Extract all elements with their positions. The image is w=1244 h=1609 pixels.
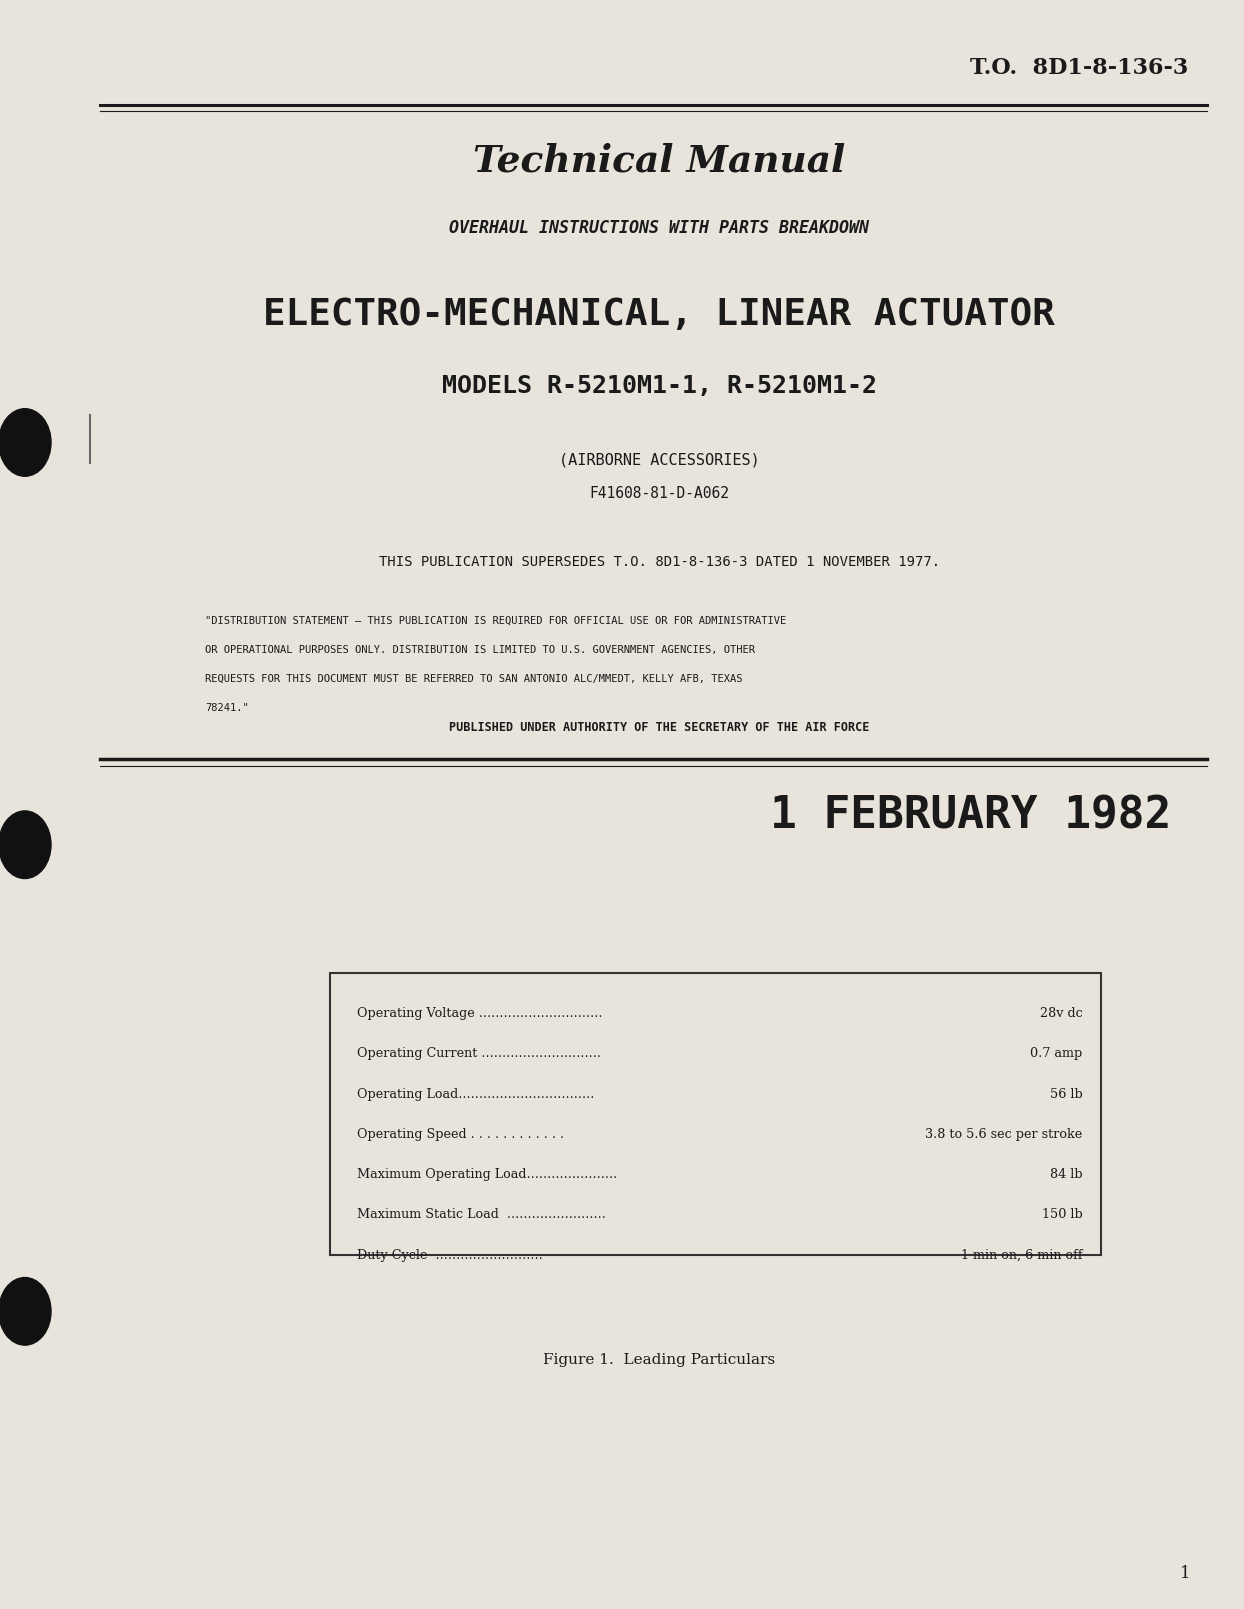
- Text: Maximum Operating Load......................: Maximum Operating Load..................…: [357, 1168, 617, 1181]
- Text: 1 min on, 6 min off: 1 min on, 6 min off: [960, 1249, 1082, 1261]
- Text: OR OPERATIONAL PURPOSES ONLY. DISTRIBUTION IS LIMITED TO U.S. GOVERNMENT AGENCIE: OR OPERATIONAL PURPOSES ONLY. DISTRIBUTI…: [205, 645, 755, 655]
- Bar: [330, 973, 1101, 1255]
- Text: 56 lb: 56 lb: [1050, 1088, 1082, 1101]
- Text: PUBLISHED UNDER AUTHORITY OF THE SECRETARY OF THE AIR FORCE: PUBLISHED UNDER AUTHORITY OF THE SECRETA…: [449, 721, 870, 734]
- Text: THIS PUBLICATION SUPERSEDES T.O. 8D1-8-136-3 DATED 1 NOVEMBER 1977.: THIS PUBLICATION SUPERSEDES T.O. 8D1-8-1…: [378, 555, 940, 568]
- Text: 0.7 amp: 0.7 amp: [1030, 1047, 1082, 1060]
- Text: MODELS R-5210M1-1, R-5210M1-2: MODELS R-5210M1-1, R-5210M1-2: [442, 375, 877, 397]
- Text: (AIRBORNE ACCESSORIES): (AIRBORNE ACCESSORIES): [559, 452, 760, 468]
- Text: Figure 1.  Leading Particulars: Figure 1. Leading Particulars: [544, 1353, 775, 1366]
- Text: Operating Speed . . . . . . . . . . . .: Operating Speed . . . . . . . . . . . .: [357, 1128, 564, 1141]
- Text: Technical Manual: Technical Manual: [473, 143, 846, 179]
- Text: 3.8 to 5.6 sec per stroke: 3.8 to 5.6 sec per stroke: [926, 1128, 1082, 1141]
- Text: 150 lb: 150 lb: [1041, 1208, 1082, 1221]
- Text: 78241.": 78241.": [205, 703, 249, 713]
- Circle shape: [0, 1278, 51, 1345]
- Text: 1: 1: [1181, 1566, 1191, 1582]
- Text: T.O.  8D1-8-136-3: T.O. 8D1-8-136-3: [970, 56, 1188, 79]
- Text: Operating Load.................................: Operating Load..........................…: [357, 1088, 595, 1101]
- Text: Maximum Static Load  ........................: Maximum Static Load ....................…: [357, 1208, 606, 1221]
- Text: F41608-81-D-A062: F41608-81-D-A062: [590, 486, 729, 502]
- Circle shape: [0, 811, 51, 879]
- Text: Operating Voltage ..............................: Operating Voltage ......................…: [357, 1007, 602, 1020]
- Text: Operating Current .............................: Operating Current ......................…: [357, 1047, 601, 1060]
- Text: "DISTRIBUTION STATEMENT – THIS PUBLICATION IS REQUIRED FOR OFFICIAL USE OR FOR A: "DISTRIBUTION STATEMENT – THIS PUBLICATI…: [205, 616, 786, 626]
- Text: 1 FEBRUARY 1982: 1 FEBRUARY 1982: [770, 795, 1171, 837]
- Circle shape: [0, 409, 51, 476]
- Text: OVERHAUL INSTRUCTIONS WITH PARTS BREAKDOWN: OVERHAUL INSTRUCTIONS WITH PARTS BREAKDO…: [449, 219, 870, 238]
- Text: ELECTRO-MECHANICAL, LINEAR ACTUATOR: ELECTRO-MECHANICAL, LINEAR ACTUATOR: [264, 298, 1055, 333]
- Text: 84 lb: 84 lb: [1050, 1168, 1082, 1181]
- Text: Duty Cycle  ..........................: Duty Cycle ..........................: [357, 1249, 542, 1261]
- Text: REQUESTS FOR THIS DOCUMENT MUST BE REFERRED TO SAN ANTONIO ALC/MMEDT, KELLY AFB,: REQUESTS FOR THIS DOCUMENT MUST BE REFER…: [205, 674, 743, 684]
- Text: 28v dc: 28v dc: [1040, 1007, 1082, 1020]
